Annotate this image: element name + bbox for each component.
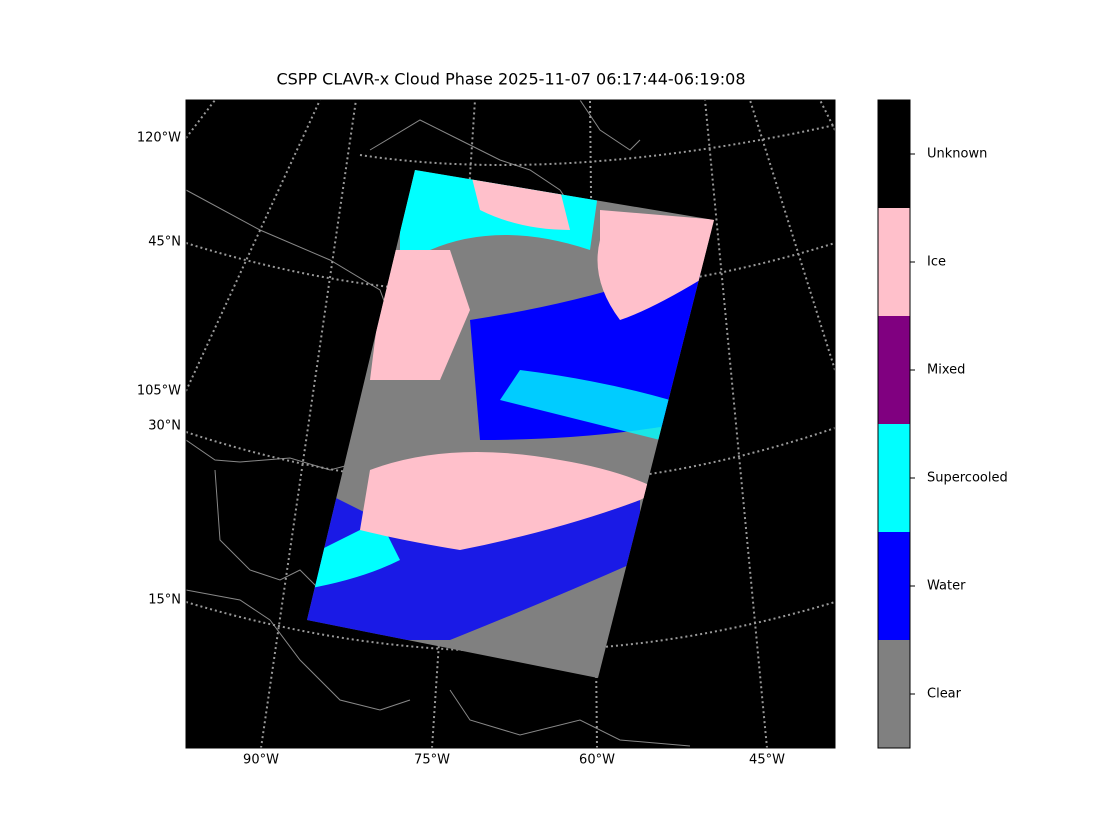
lon-label: 105°W [137, 384, 181, 399]
lon-label: 75°W [414, 753, 450, 768]
left-labels: 120°W 45°N 105°W 30°N 15°N [137, 131, 181, 608]
lat-label: 15°N [148, 593, 181, 608]
colorbar-segment [878, 100, 910, 208]
lon-label: 90°W [243, 753, 279, 768]
coastlines [186, 100, 691, 747]
map [186, 100, 835, 748]
colorbar-label: Supercooled [927, 471, 1008, 486]
colorbar-frame [877, 99, 911, 749]
map-title: CSPP CLAVR-x Cloud Phase 2025-11-07 06:1… [276, 70, 745, 89]
lat-label: 45°N [148, 235, 181, 250]
lon-label: 45°W [749, 753, 785, 768]
colorbar-segment [878, 640, 910, 748]
colorbar-label: Unknown [927, 147, 987, 162]
lon-labels: 90°W 75°W 60°W 45°W [243, 753, 785, 768]
lat-label: 30°N [148, 419, 181, 434]
lon-label: 60°W [579, 753, 615, 768]
colorbar-label: Ice [927, 255, 946, 270]
colorbar-label: Water [927, 579, 966, 594]
colorbar-segment [878, 316, 910, 424]
colorbar: Clear Water Supercooled Mixed Ice Unknown [877, 99, 1008, 749]
colorbar-segment [878, 532, 910, 640]
lon-label: 120°W [137, 131, 181, 146]
map-frame [185, 99, 836, 749]
colorbar-segment [878, 424, 910, 532]
colorbar-label: Mixed [927, 363, 965, 378]
colorbar-label: Clear [927, 687, 962, 702]
colorbar-segment [878, 208, 910, 316]
